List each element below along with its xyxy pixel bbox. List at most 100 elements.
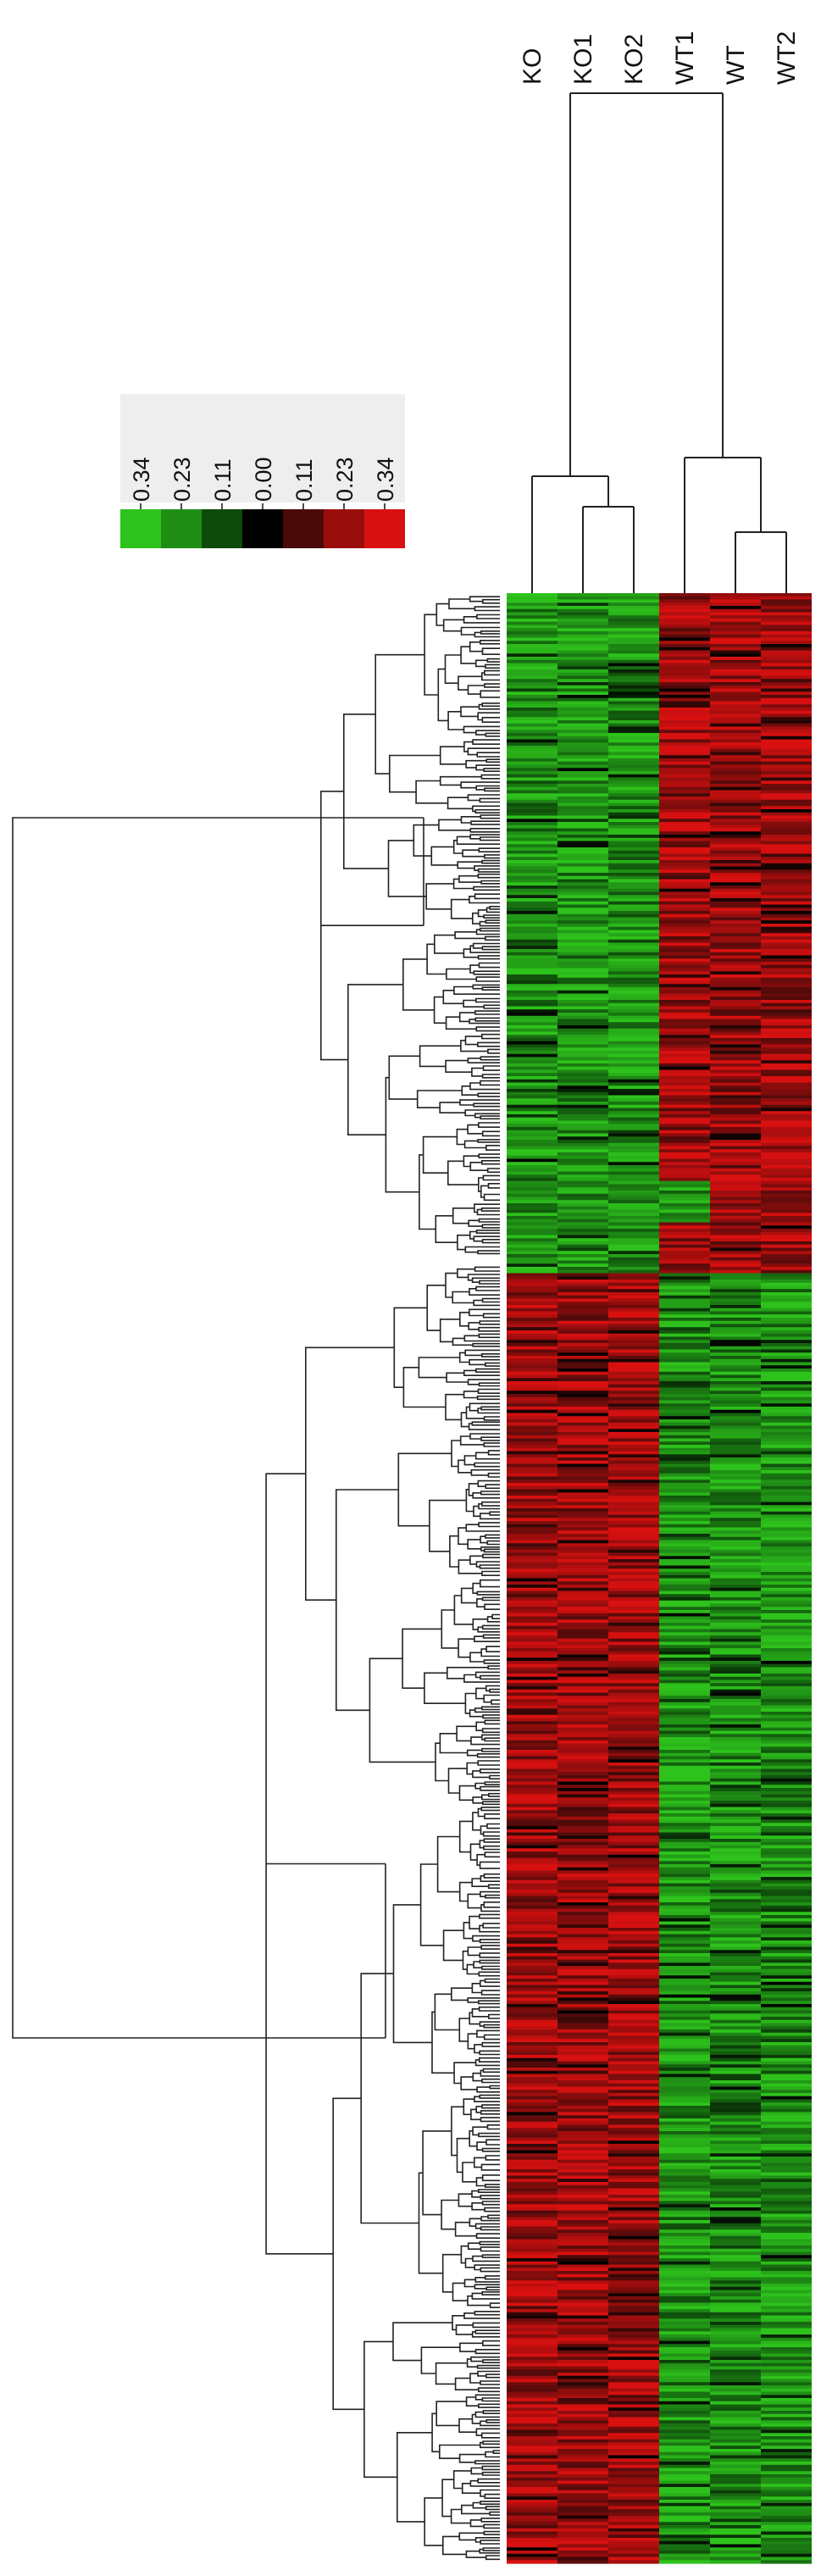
heatmap-cell — [710, 2090, 761, 2094]
heatmap-cell — [710, 1473, 761, 1478]
heatmap-cell — [558, 1019, 608, 1023]
heatmap-cell — [558, 1810, 608, 1814]
heatmap-cell — [507, 1943, 558, 1948]
heatmap-cell — [659, 1053, 710, 1058]
heatmap-cell — [507, 1327, 558, 1331]
heatmap-cell — [507, 2531, 558, 2535]
heatmap-cell — [608, 1540, 659, 1544]
heatmap-cell — [761, 1625, 812, 1630]
heatmap-cell — [659, 863, 710, 868]
heatmap-cell — [659, 758, 710, 763]
heatmap-cell — [761, 1158, 812, 1163]
heatmap-cell — [761, 819, 812, 823]
color-scale-legend: 0.34 0.23 0.11 0.00 0.11 0.23 0.34 — [120, 394, 405, 548]
heatmap-cell — [608, 1572, 659, 1576]
heatmap-cell — [608, 2235, 659, 2240]
heatmap-cell — [558, 1238, 608, 1242]
heatmap-cell — [608, 771, 659, 775]
heatmap-cell — [507, 1187, 558, 1191]
heatmap-cell — [710, 2544, 761, 2548]
heatmap-cell — [659, 2083, 710, 2088]
heatmap-cell — [710, 2017, 761, 2021]
heatmap-cell — [608, 2331, 659, 2335]
heatmap-cell — [659, 1457, 710, 1462]
heatmap-cell — [558, 837, 608, 842]
heatmap-cell — [710, 1943, 761, 1948]
heatmap-cell — [558, 625, 608, 629]
heatmap-cell — [507, 2057, 558, 2062]
heatmap-cell — [558, 2433, 608, 2437]
heatmap-cell — [761, 1727, 812, 1732]
heatmap-cell — [761, 1956, 812, 1961]
heatmap-cell — [507, 663, 558, 667]
heatmap-cell — [659, 2080, 710, 2085]
heatmap-cell — [710, 2182, 761, 2186]
legend-label: 0.00 — [251, 457, 276, 502]
heatmap-cell — [507, 1298, 558, 1302]
heatmap-cell — [608, 942, 659, 947]
heatmap-cell — [608, 1298, 659, 1302]
heatmap-cell — [608, 955, 659, 959]
heatmap-cell — [761, 2493, 812, 2497]
heatmap-cell — [608, 621, 659, 626]
heatmap-cell — [659, 2102, 710, 2107]
heatmap-cell — [558, 1127, 608, 1131]
heatmap-cell — [710, 1737, 761, 1741]
heatmap-cell — [558, 1696, 608, 1700]
heatmap-cell — [761, 1879, 812, 1885]
heatmap-cell — [710, 980, 761, 985]
heatmap-cell — [659, 1807, 710, 1811]
heatmap-cell — [507, 1674, 558, 1678]
heatmap-cell — [659, 1511, 710, 1516]
heatmap-cell — [710, 1874, 761, 1878]
heatmap-cell — [608, 1422, 659, 1427]
heatmap-cell — [608, 841, 659, 845]
heatmap-cell — [710, 2347, 761, 2351]
heatmap-cell — [761, 650, 812, 654]
heatmap-cell — [608, 949, 659, 953]
heatmap-cell — [558, 2128, 608, 2132]
heatmap-cell — [761, 1670, 812, 1674]
heatmap-cell — [761, 1168, 812, 1173]
heatmap-cell — [608, 1867, 659, 1872]
heatmap-cell — [761, 653, 812, 658]
heatmap-cell — [558, 2490, 608, 2495]
heatmap-cell — [761, 1496, 812, 1500]
heatmap-cell — [710, 2502, 761, 2507]
heatmap-cell — [710, 1193, 761, 1198]
heatmap-cell — [608, 619, 659, 623]
heatmap-cell — [507, 1447, 558, 1452]
heatmap-cell — [507, 768, 558, 772]
heatmap-cell — [507, 1979, 558, 1983]
heatmap-cell — [558, 717, 608, 721]
heatmap-cell — [558, 746, 608, 750]
heatmap-cell — [608, 797, 659, 801]
heatmap-cell — [558, 1953, 608, 1957]
heatmap-cell — [710, 1594, 761, 1598]
heatmap-cell — [558, 1823, 608, 1827]
heatmap-cell — [761, 1076, 812, 1084]
heatmap-cell — [659, 755, 710, 759]
heatmap-cell — [710, 1518, 761, 1522]
heatmap-cell — [608, 1699, 659, 1703]
heatmap-cell — [659, 1674, 710, 1678]
heatmap-cell — [507, 1209, 558, 1213]
heatmap-cell — [608, 1877, 659, 1881]
heatmap-cell — [761, 606, 812, 610]
heatmap-cell — [710, 771, 761, 775]
heatmap-cell — [558, 1031, 608, 1035]
heatmap-cell — [659, 1937, 710, 1941]
heatmap-cell — [558, 1985, 608, 1989]
heatmap-cell — [710, 2013, 761, 2018]
heatmap-cell — [659, 1905, 710, 1910]
heatmap-cell — [659, 1924, 710, 1929]
heatmap-cell — [507, 2026, 558, 2030]
heatmap-cell — [558, 882, 608, 886]
heatmap-cell — [507, 2540, 558, 2545]
heatmap-cell — [507, 1603, 558, 1607]
heatmap-cell — [507, 2242, 558, 2246]
heatmap-cell — [710, 659, 761, 664]
heatmap-cell — [608, 1038, 659, 1042]
heatmap-cell — [608, 1972, 659, 1976]
heatmap-cell — [710, 2201, 761, 2205]
